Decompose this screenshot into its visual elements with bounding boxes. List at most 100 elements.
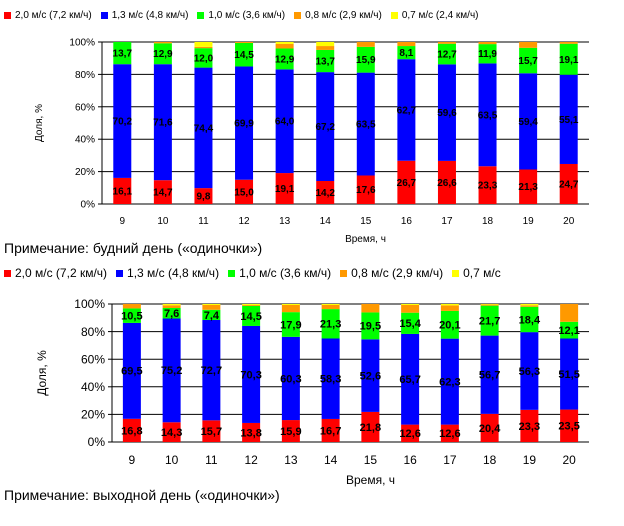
legend-swatch <box>452 269 460 277</box>
data-label: 62,7 <box>397 105 417 116</box>
bar-segment <box>437 42 456 44</box>
data-label: 56,3 <box>519 366 540 378</box>
bar-segment <box>560 338 579 410</box>
data-label: 12,6 <box>439 428 460 440</box>
bar-segment <box>440 310 459 339</box>
bar-segment <box>122 322 141 419</box>
data-label: 70,2 <box>113 117 133 128</box>
data-label: 17,9 <box>280 319 301 331</box>
bar-segment <box>162 318 181 423</box>
bar-segment <box>202 309 221 321</box>
data-label: 12,7 <box>437 50 457 61</box>
bar-segment <box>281 304 300 305</box>
stacked-bar-chart-2: 0% 20% 40% 60% 80% 100% 16,8 69,5 10,5 9 14,3 75,2 7… <box>35 297 589 487</box>
legend-swatch <box>116 269 124 277</box>
bar-segment <box>401 312 420 334</box>
y-tick-label: 100% <box>74 297 105 311</box>
x-tick-label: 13 <box>284 453 298 467</box>
data-label: 15,7 <box>518 56 538 67</box>
bar-segment <box>242 304 261 305</box>
data-label: 69,5 <box>121 366 142 378</box>
legend-swatch <box>100 12 108 19</box>
bar-segment <box>559 163 578 204</box>
data-label: 14,2 <box>315 188 335 199</box>
x-tick-label: 15 <box>364 453 378 467</box>
bar-segment <box>113 42 132 65</box>
bar-segment <box>281 336 300 421</box>
y-tick-label: 20% <box>75 167 95 178</box>
data-label: 12,0 <box>194 53 214 64</box>
legend-label: 0,7 м/с (2,4 км/ч) <box>401 10 479 21</box>
legend-item: 1,3 м/с (4,8 км/ч) <box>116 266 219 280</box>
bar-segment <box>559 74 578 164</box>
bar-segment <box>401 424 420 442</box>
legend-label: 1,0 м/с (3,6 км/ч) <box>208 10 286 21</box>
bar-segment <box>401 304 420 313</box>
x-tick-label: 12 <box>238 216 250 227</box>
data-label: 75,2 <box>161 365 182 377</box>
data-label: 71,6 <box>153 118 173 129</box>
data-label: 8,1 <box>399 48 413 59</box>
bar-segment <box>480 304 499 305</box>
bar-segment <box>401 333 420 425</box>
bar-segment <box>520 305 539 307</box>
bar-segment <box>281 420 300 442</box>
legend-swatch <box>197 12 205 19</box>
x-tick-label: 16 <box>403 453 417 467</box>
legend-swatch <box>390 12 398 19</box>
data-label: 18,4 <box>519 314 541 326</box>
bar-segment <box>202 304 221 310</box>
legend-label: 0,7 м/с <box>463 266 501 280</box>
bar-segment <box>275 43 294 49</box>
data-label: 52,6 <box>360 370 381 382</box>
bar-segment <box>519 42 538 48</box>
x-tick-label: 16 <box>401 216 413 227</box>
data-label: 15,9 <box>356 55 376 66</box>
x-tick-label: 14 <box>320 216 332 227</box>
data-label: 62,3 <box>439 376 460 388</box>
y-tick-label: 20% <box>81 408 105 422</box>
data-label: 72,7 <box>201 365 222 377</box>
data-label: 60,3 <box>280 373 301 385</box>
data-label: 23,3 <box>478 181 498 192</box>
data-label: 14,3 <box>161 427 182 439</box>
data-label: 21,3 <box>518 182 538 193</box>
bar-segment <box>275 69 294 174</box>
bar-segment <box>235 179 254 204</box>
bar-segment <box>162 305 181 309</box>
x-tick-label: 11 <box>205 453 218 467</box>
bar-segment <box>316 46 335 50</box>
bar-segment <box>316 49 335 73</box>
data-label: 59,6 <box>437 108 457 119</box>
bar-segment <box>281 312 300 337</box>
bar-segment <box>153 64 172 181</box>
data-label: 15,4 <box>399 318 421 330</box>
data-label: 7,6 <box>164 308 179 320</box>
bar-segment <box>153 180 172 204</box>
bar-segment <box>560 321 579 339</box>
bar-segment <box>316 180 335 204</box>
bar-segment <box>321 304 340 310</box>
x-tick-label: 10 <box>165 453 179 467</box>
data-label: 16,7 <box>320 425 341 437</box>
x-tick-label: 13 <box>279 216 291 227</box>
bar-segment <box>194 42 213 47</box>
legend-label: 1,0 м/с (3,6 км/ч) <box>239 266 332 280</box>
bar-segment <box>520 332 539 410</box>
bar-segment <box>235 42 254 43</box>
bar-segment <box>437 43 456 65</box>
y-tick-label: 0% <box>81 200 96 211</box>
bar-segment <box>437 160 456 204</box>
legend-item: 0,7 м/с (2,4 км/ч) <box>390 10 479 21</box>
bar-segment <box>559 43 578 75</box>
legend-label: 2,0 м/с (7,2 км/ч) <box>15 10 92 21</box>
bar-segment <box>321 418 340 442</box>
data-label: 12,9 <box>275 54 295 65</box>
x-tick-label: 20 <box>563 216 575 227</box>
bar-segment <box>437 64 456 161</box>
bar-segment <box>559 42 578 44</box>
legend-2: 2,0 м/с (7,2 км/ч) 1,3 м/с (4,8 км/ч) 1,0 … <box>4 266 510 280</box>
x-tick-label: 10 <box>157 216 169 227</box>
data-label: 64,0 <box>275 117 295 128</box>
data-label: 14,5 <box>234 50 254 61</box>
